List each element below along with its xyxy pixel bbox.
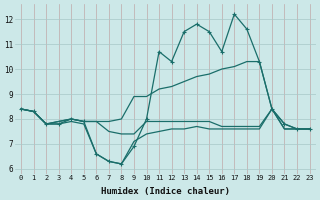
X-axis label: Humidex (Indice chaleur): Humidex (Indice chaleur) <box>101 187 230 196</box>
